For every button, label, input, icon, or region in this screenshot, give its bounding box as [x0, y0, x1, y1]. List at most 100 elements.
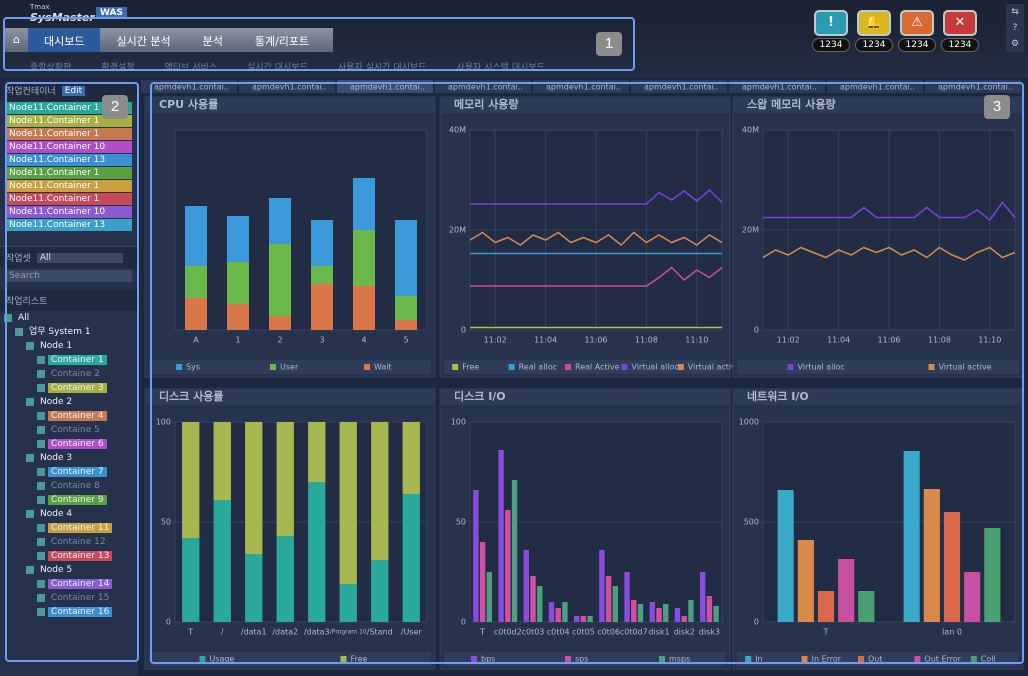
alert-count: 1234	[812, 38, 850, 52]
legend-label: Out Error	[924, 655, 961, 664]
tree-row[interactable]: Node 1	[0, 339, 138, 353]
legend-label: Real Active	[575, 363, 620, 372]
tree-icon	[37, 523, 45, 532]
bar	[838, 559, 855, 622]
tree-row[interactable]: Container 7	[0, 465, 138, 479]
sub-tab[interactable]: 사용자 실시간 대시보드	[337, 63, 427, 73]
tree-row[interactable]: Containe 8	[0, 479, 138, 493]
nav-tab[interactable]: 대시보드	[27, 28, 101, 52]
legend-swatch	[452, 364, 459, 370]
x-tick-label: 11:02	[777, 336, 800, 345]
tree-label: Containe 8	[51, 481, 100, 491]
bar-segment	[395, 296, 417, 320]
bar	[505, 510, 511, 622]
tree-row[interactable]: Container 16	[0, 605, 138, 619]
home-icon[interactable]: ⌂	[13, 33, 20, 46]
tree-label: Container 3	[48, 383, 107, 393]
tree-icon	[37, 495, 45, 504]
nav-tab[interactable]: 분석	[202, 35, 223, 48]
tree-row[interactable]: Container 11	[0, 521, 138, 535]
alert[interactable]: 🔔 1234	[855, 10, 893, 52]
callout-box	[150, 82, 1024, 664]
tree-row[interactable]: Containe 12	[0, 535, 138, 549]
legend-swatch	[199, 656, 206, 662]
alert[interactable]: ✕ 1234	[941, 10, 979, 52]
bar	[699, 572, 706, 622]
tree-row[interactable]: Node 5	[0, 563, 138, 577]
x-tick-label: T	[187, 628, 193, 637]
container-item[interactable]: Node11.Container 1	[6, 167, 132, 179]
bar-segment	[353, 230, 375, 286]
tree-icon	[37, 355, 45, 364]
bar	[555, 608, 561, 622]
tree-icon	[4, 313, 12, 322]
tree-row[interactable]: Container 15	[0, 591, 138, 605]
nav-tab[interactable]: 실시간 분석	[116, 35, 171, 48]
tree-row[interactable]: Container 4	[0, 409, 138, 423]
container-item[interactable]: Node11.Container 1	[6, 180, 132, 192]
bar-segment	[185, 298, 207, 330]
container-item[interactable]: Node11.Container 13	[6, 219, 132, 231]
bar-segment	[245, 422, 263, 554]
section-header: 작업리스트	[0, 290, 138, 311]
sub-tab[interactable]: 실시간 대시보드	[247, 63, 308, 73]
bar-segment	[182, 538, 200, 622]
tree-row[interactable]: Containe 5	[0, 423, 138, 437]
x-tick-label: disk3	[699, 628, 720, 637]
tree-label: Containe 5	[51, 425, 100, 435]
tree-row[interactable]: Node 3	[0, 451, 138, 465]
sub-tab[interactable]: 액티브 서비스	[164, 63, 218, 73]
badge: WAS	[96, 7, 127, 19]
tree-row[interactable]: Node 2	[0, 395, 138, 409]
legend-swatch	[787, 364, 794, 370]
tree-row[interactable]: Container 1	[0, 353, 138, 367]
tree-label: Container 7	[48, 467, 107, 477]
x-tick-label: 5	[403, 336, 408, 345]
container-item[interactable]: Node11.Container 1	[6, 193, 132, 205]
legend-label: Virtual alloc	[798, 363, 845, 372]
side-icons[interactable]: ⇆? ⚙	[1006, 4, 1024, 52]
tab-label: apmdevh1.contai..	[448, 83, 523, 92]
legend-label: Usage	[210, 655, 235, 664]
nav-tab[interactable]: 통계/리포트	[254, 35, 310, 48]
bar	[858, 591, 875, 622]
tab-label: apmdevh1.contai..	[350, 83, 425, 92]
y-tick-label: 50	[456, 518, 466, 527]
alert[interactable]: ⚠ 1234	[898, 10, 936, 52]
container-item[interactable]: Node11.Container 10	[6, 141, 132, 153]
bar-segment	[227, 304, 249, 330]
callout-box	[3, 17, 635, 71]
line	[469, 231, 723, 247]
container-item[interactable]: Node11.Container 1	[6, 102, 132, 114]
tab-label: apmdevh1.contai..	[938, 83, 1013, 92]
bar	[486, 572, 493, 622]
search-box[interactable]: Search	[6, 270, 132, 282]
sub-tab[interactable]: 환경설정	[101, 63, 135, 73]
edit-button[interactable]: Edit	[61, 85, 86, 96]
tree-row[interactable]: Container 9	[0, 493, 138, 507]
x-tick-label: 2	[277, 336, 282, 345]
bar	[473, 490, 479, 622]
tree-row[interactable]: Node 4	[0, 507, 138, 521]
tree-row[interactable]: All	[0, 311, 138, 325]
bar	[612, 586, 619, 622]
alert[interactable]: ! 1234	[812, 10, 850, 52]
tree-row[interactable]: Container 3	[0, 381, 138, 395]
container-item[interactable]: Node11.Container 1	[6, 115, 132, 127]
container-item[interactable]: Node11.Container 13	[6, 154, 132, 166]
tree-row[interactable]: 업무 System 1	[0, 325, 138, 339]
tree-row[interactable]: Container 6	[0, 437, 138, 451]
tree-row[interactable]: Containe 2	[0, 367, 138, 381]
container-item[interactable]: Node11.Container 10	[6, 206, 132, 218]
bar	[681, 616, 687, 622]
sub-tab[interactable]: 사용자 시스템 대시보드	[456, 63, 545, 73]
x-tick-label: /data3	[304, 628, 330, 637]
legend-swatch	[659, 656, 665, 662]
sub-tab[interactable]: 종합상황판	[30, 63, 72, 73]
tree-row[interactable]: Container 14	[0, 577, 138, 591]
tree-row[interactable]: Container 13	[0, 549, 138, 563]
y-tick-label: 40M	[742, 126, 759, 135]
container-item[interactable]: Node11.Container 1	[6, 128, 132, 140]
bar	[964, 572, 981, 622]
set-select[interactable]: All	[36, 252, 123, 263]
